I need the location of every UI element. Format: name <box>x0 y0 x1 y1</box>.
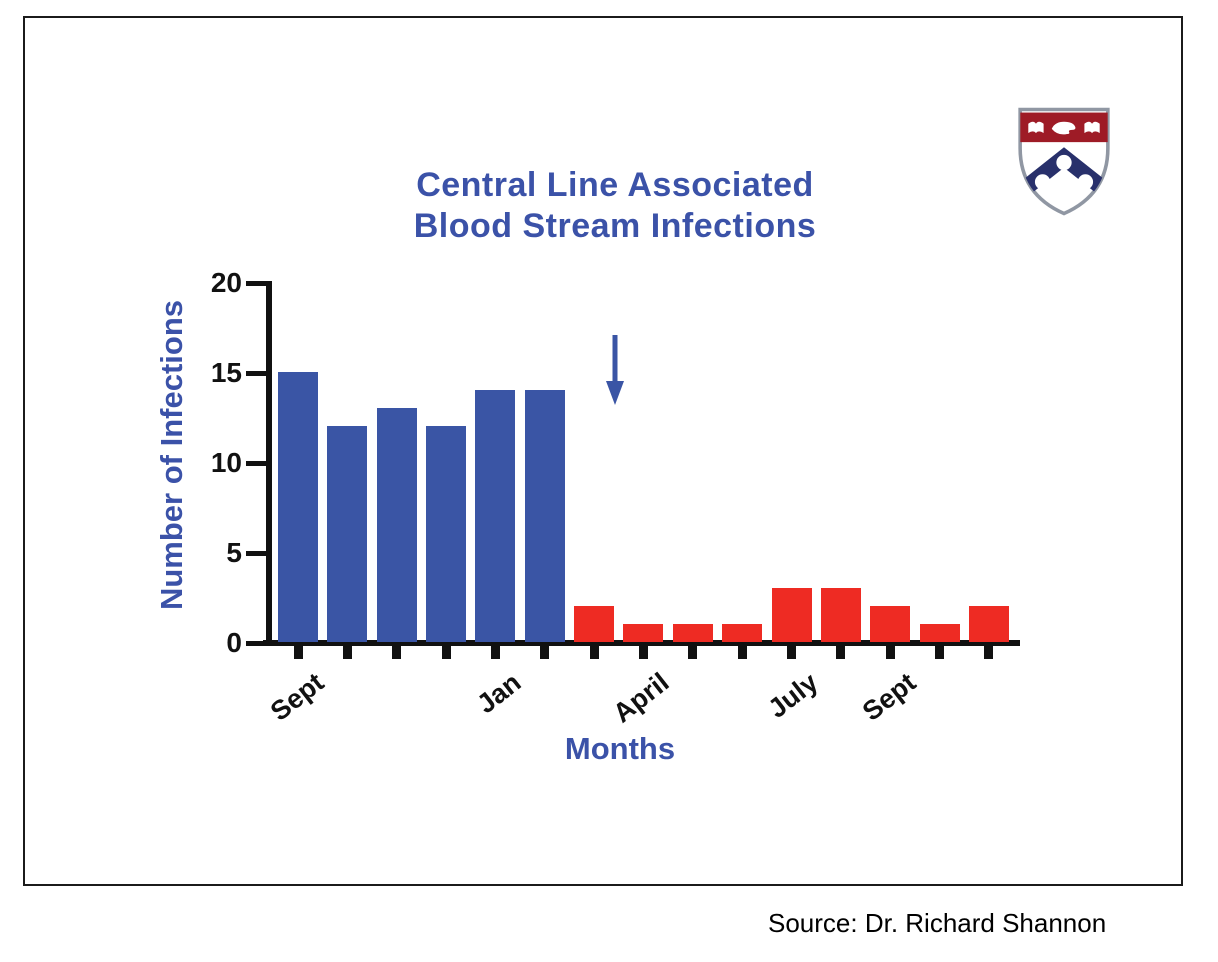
x-axis-tick <box>787 646 796 659</box>
bar-7 <box>574 606 615 642</box>
x-axis-line <box>263 640 1020 646</box>
x-axis-tick <box>392 646 402 659</box>
chevron-plate-right <box>1077 174 1094 190</box>
chart-title-line1: Central Line Associated <box>416 166 814 204</box>
dolphin-icon <box>1051 121 1076 135</box>
x-axis-tick <box>984 646 994 659</box>
chevron-plate-left <box>1034 174 1051 190</box>
y-tick-label: 20 <box>210 267 242 298</box>
bar-5 <box>475 390 516 642</box>
x-axis-tick <box>293 646 303 659</box>
y-axis-tick <box>246 371 267 376</box>
y-tick-label: 0 <box>226 627 242 658</box>
bar-6 <box>524 390 565 642</box>
bar-10 <box>722 624 763 642</box>
x-axis-tick <box>638 646 648 659</box>
y-axis-title: Number of Infections <box>154 300 189 611</box>
x-axis-tick <box>935 646 945 659</box>
slide-frame <box>23 16 1183 886</box>
x-axis-tick <box>737 646 747 659</box>
y-axis-tick <box>246 461 267 466</box>
x-axis-tick <box>836 646 846 659</box>
bar-1 <box>278 372 318 642</box>
bar-8 <box>623 624 664 642</box>
x-axis-title: Months <box>564 731 676 766</box>
chart-title-line2: Blood Stream Infections <box>413 207 817 245</box>
bar-11 <box>771 588 812 642</box>
y-tick-label: 10 <box>210 447 242 478</box>
bar-9 <box>672 624 713 642</box>
y-tick-label: 5 <box>226 537 242 568</box>
y-axis-line <box>266 281 272 646</box>
bar-12 <box>820 588 861 642</box>
penn-shield-logo <box>1018 107 1110 216</box>
bar-15 <box>968 606 1009 642</box>
x-axis-tick <box>589 646 599 659</box>
intervention-arrow-icon <box>606 335 624 405</box>
x-axis-tick <box>342 646 352 659</box>
y-axis-tick <box>246 281 267 286</box>
y-tick-label: 15 <box>210 357 242 388</box>
source-credit: Source: Dr. Richard Shannon <box>768 908 1107 938</box>
chart-title: Central Line Associated Blood Stream Inf… <box>150 165 1080 247</box>
x-axis-tick <box>490 646 500 659</box>
x-axis-tick <box>540 646 550 659</box>
book-icon-left <box>1028 121 1044 133</box>
y-axis-tick <box>246 641 267 646</box>
book-icon-right <box>1084 121 1100 133</box>
x-axis-tick <box>885 646 895 659</box>
bar-4 <box>426 426 467 642</box>
bar-2 <box>327 426 368 642</box>
bar-13 <box>870 606 911 642</box>
bar-14 <box>919 624 960 642</box>
x-axis-tick <box>688 646 698 659</box>
y-axis-tick <box>246 551 267 556</box>
x-axis-tick <box>441 646 451 659</box>
chevron-plate-center <box>1056 154 1072 171</box>
bar-3 <box>376 408 417 642</box>
